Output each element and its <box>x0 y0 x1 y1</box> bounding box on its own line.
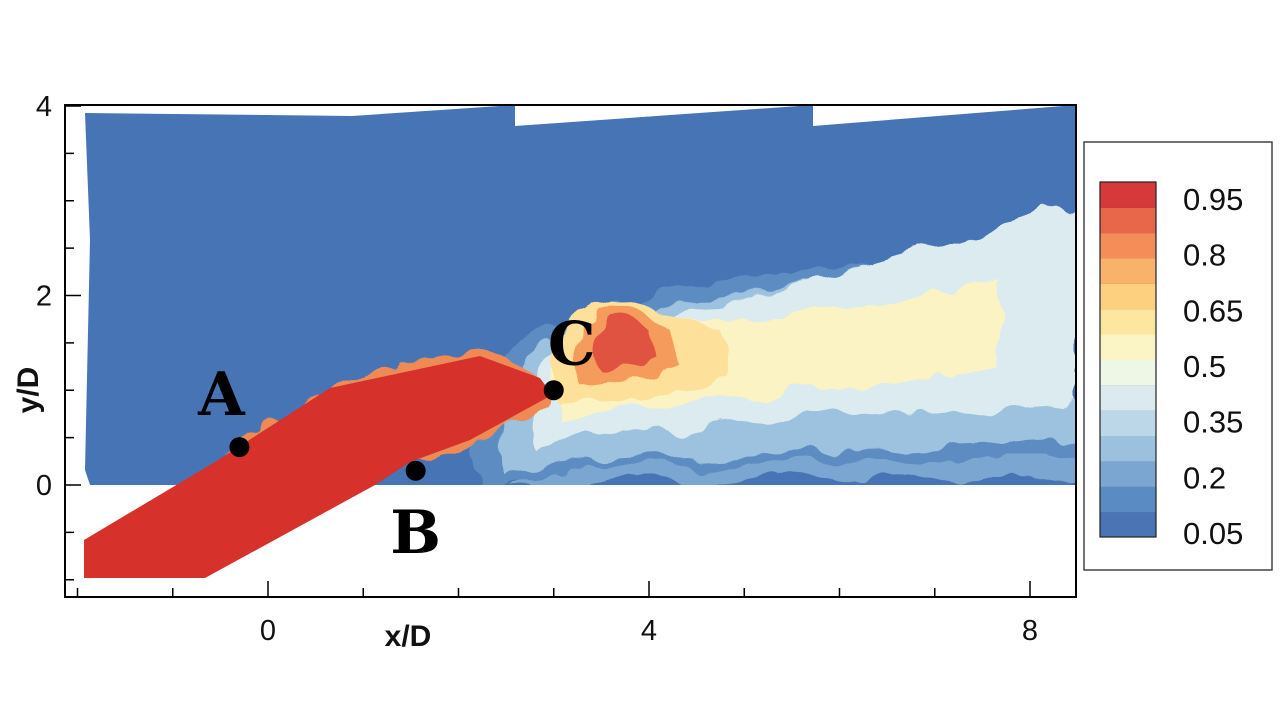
colorbar-swatch <box>1100 410 1156 437</box>
colorbar-swatch <box>1100 182 1156 208</box>
colorbar-swatch <box>1100 207 1156 234</box>
colorbar-swatch <box>1100 486 1156 513</box>
colorbar-tick-labels: 0.95 0.8 0.65 0.5 0.35 0.2 0.05 <box>1183 182 1243 551</box>
colorbar-swatch <box>1100 334 1156 360</box>
colorbar-swatch <box>1100 511 1156 538</box>
x-axis-label: x/D <box>385 620 432 653</box>
colorbar-swatch <box>1100 460 1156 487</box>
colorbar-swatch <box>1100 308 1156 335</box>
colorbar-label: 0.35 <box>1183 405 1243 440</box>
colorbar-label: 0.05 <box>1183 516 1243 551</box>
point-label-a: A <box>197 360 246 430</box>
colorbar-swatch <box>1100 384 1156 411</box>
x-axis-ticks: 0 4 8 <box>76 581 1038 647</box>
plot-frame <box>64 104 1077 598</box>
x-tick-label: 0 <box>260 615 276 647</box>
contour-field <box>84 105 1076 578</box>
y-axis-ticks: 0 2 4 <box>36 91 81 581</box>
jet-core <box>84 356 552 578</box>
y-tick-label: 0 <box>36 470 52 502</box>
colorbar-swatch <box>1100 258 1156 284</box>
colorbar-label: 0.5 <box>1183 349 1226 384</box>
y-axis-label: y/D <box>12 367 45 414</box>
y-tick-label: 4 <box>36 91 52 123</box>
point-label-b: B <box>390 498 441 568</box>
y-tick-label: 2 <box>36 281 52 313</box>
point-marker-b <box>405 460 426 481</box>
colorbar-swatch <box>1100 283 1156 310</box>
colorbar-label: 0.8 <box>1183 238 1226 273</box>
marked-points: A B C <box>197 309 595 568</box>
x-tick-label: 8 <box>1022 615 1038 647</box>
colorbar-outline <box>1099 181 1157 538</box>
colorbar <box>1099 181 1157 538</box>
colorbar-label: 0.2 <box>1183 460 1226 495</box>
x-tick-label: 4 <box>641 615 657 647</box>
colorbar-swatch <box>1100 435 1156 462</box>
colorbar-label: 0.65 <box>1183 293 1243 328</box>
colorbar-swatch <box>1100 232 1156 259</box>
plume-red-core <box>597 314 655 370</box>
near-wall-patch <box>510 455 1076 485</box>
colorbar-swatch <box>1100 359 1156 386</box>
point-label-c: C <box>548 309 596 379</box>
point-marker-a <box>229 437 250 458</box>
colorbar-label: 0.95 <box>1183 182 1243 217</box>
point-marker-c <box>543 380 564 401</box>
